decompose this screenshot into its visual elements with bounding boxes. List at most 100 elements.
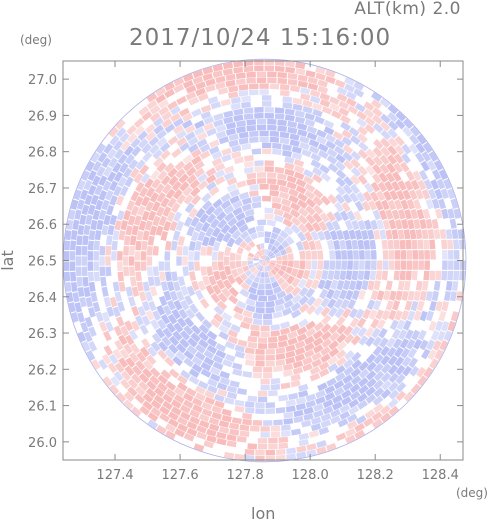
- radar-cell: [335, 372, 346, 382]
- radar-cell: [375, 309, 385, 320]
- radar-cell: [271, 281, 280, 289]
- radar-cell: [334, 201, 344, 213]
- radar-cell: [406, 198, 416, 210]
- radar-cell: [264, 260, 269, 266]
- radar-cell: [393, 270, 400, 281]
- radar-cell: [129, 167, 140, 179]
- radar-cell: [423, 239, 430, 250]
- radar-cell: [246, 178, 257, 186]
- radar-cell: [275, 454, 286, 462]
- radar-cell: [310, 230, 320, 241]
- radar-cell: [447, 249, 454, 260]
- radar-cell: [203, 440, 214, 449]
- radar-cell: [328, 323, 340, 335]
- radar-cell: [236, 120, 247, 128]
- radar-cell: [270, 425, 281, 432]
- radar-cell: [312, 166, 323, 177]
- radar-cell: [280, 248, 287, 256]
- radar-cell: [203, 122, 215, 132]
- radar-cell: [244, 215, 255, 224]
- radar-cell: [340, 121, 351, 132]
- radar-cell: [293, 409, 304, 418]
- radar-cell: [284, 114, 295, 122]
- radar-cell: [70, 230, 78, 241]
- radar-cell: [256, 71, 267, 78]
- radar-cell: [116, 392, 127, 403]
- radar-cell: [424, 260, 430, 270]
- radar-cell: [146, 354, 157, 366]
- radar-cell: [285, 66, 296, 74]
- radar-cell: [252, 419, 263, 426]
- radar-cell: [431, 290, 439, 302]
- radar-cell: [280, 382, 291, 390]
- radar-cell: [183, 325, 194, 336]
- radar-cell: [254, 252, 261, 258]
- radar-cell: [136, 281, 144, 292]
- radar-cell: [152, 266, 160, 277]
- radar-cell: [230, 97, 241, 105]
- radar-cell: [219, 270, 228, 281]
- radar-cell: [378, 172, 389, 183]
- radar-cell: [354, 429, 366, 439]
- radar-cell: [343, 358, 354, 369]
- radar-cell: [129, 276, 137, 287]
- radar-cell: [295, 240, 305, 251]
- radar-cell: [220, 223, 231, 235]
- radar-cell: [170, 105, 181, 116]
- radar-cell: [255, 360, 265, 367]
- radar-cell: [276, 179, 288, 187]
- radar-cell: [259, 259, 265, 261]
- radar-cell: [263, 313, 273, 320]
- radar-cell: [264, 107, 275, 113]
- radar-cell: [122, 256, 129, 266]
- radar-cell: [215, 81, 226, 90]
- radar-cell: [221, 408, 232, 417]
- radar-cell: [206, 344, 218, 355]
- radar-cell: [185, 166, 197, 177]
- radar-cell: [322, 399, 334, 409]
- radar-cell: [256, 289, 265, 296]
- radar-cell: [265, 277, 271, 284]
- radar-cell: [170, 406, 182, 416]
- radar-cell: [109, 135, 120, 146]
- radar-cell: [93, 251, 100, 261]
- radar-cell: [194, 289, 204, 301]
- radar-cell: [342, 193, 353, 204]
- radar-cell: [319, 212, 330, 223]
- radar-cell: [391, 300, 401, 311]
- radar-cell: [372, 209, 382, 221]
- radar-cell: [206, 330, 218, 341]
- radar-cell: [167, 135, 179, 146]
- radar-cell: [227, 224, 239, 235]
- radar-cell: [199, 143, 211, 153]
- radar-cell: [416, 366, 426, 378]
- radar-cell: [229, 380, 240, 388]
- radar-cell: [109, 180, 119, 192]
- radar-cell: [161, 335, 172, 347]
- radar-cell: [277, 340, 288, 348]
- radar-cell: [443, 178, 452, 190]
- radar-cell: [136, 230, 144, 241]
- radar-cell: [385, 209, 394, 220]
- radar-cell: [126, 200, 135, 211]
- radar-cell: [380, 372, 392, 383]
- radar-cell: [138, 220, 147, 231]
- radar-cell: [81, 245, 88, 256]
- radar-cell: [223, 165, 235, 174]
- radar-cell: [305, 304, 317, 316]
- radar-cell: [445, 280, 453, 291]
- radar-cell: [195, 81, 206, 90]
- radar-cell: [447, 270, 454, 281]
- radar-cell: [267, 243, 273, 251]
- radar-cell: [309, 366, 321, 376]
- radar-cell: [188, 207, 199, 219]
- radar-cell: [171, 202, 181, 214]
- radar-cell: [214, 169, 226, 179]
- radar-cell: [327, 355, 339, 366]
- radar-cell: [329, 102, 341, 112]
- radar-cell: [366, 299, 376, 311]
- radar-cell: [281, 204, 292, 214]
- radar-cell: [93, 261, 100, 272]
- radar-cell: [259, 83, 269, 89]
- radar-cell: [304, 190, 316, 200]
